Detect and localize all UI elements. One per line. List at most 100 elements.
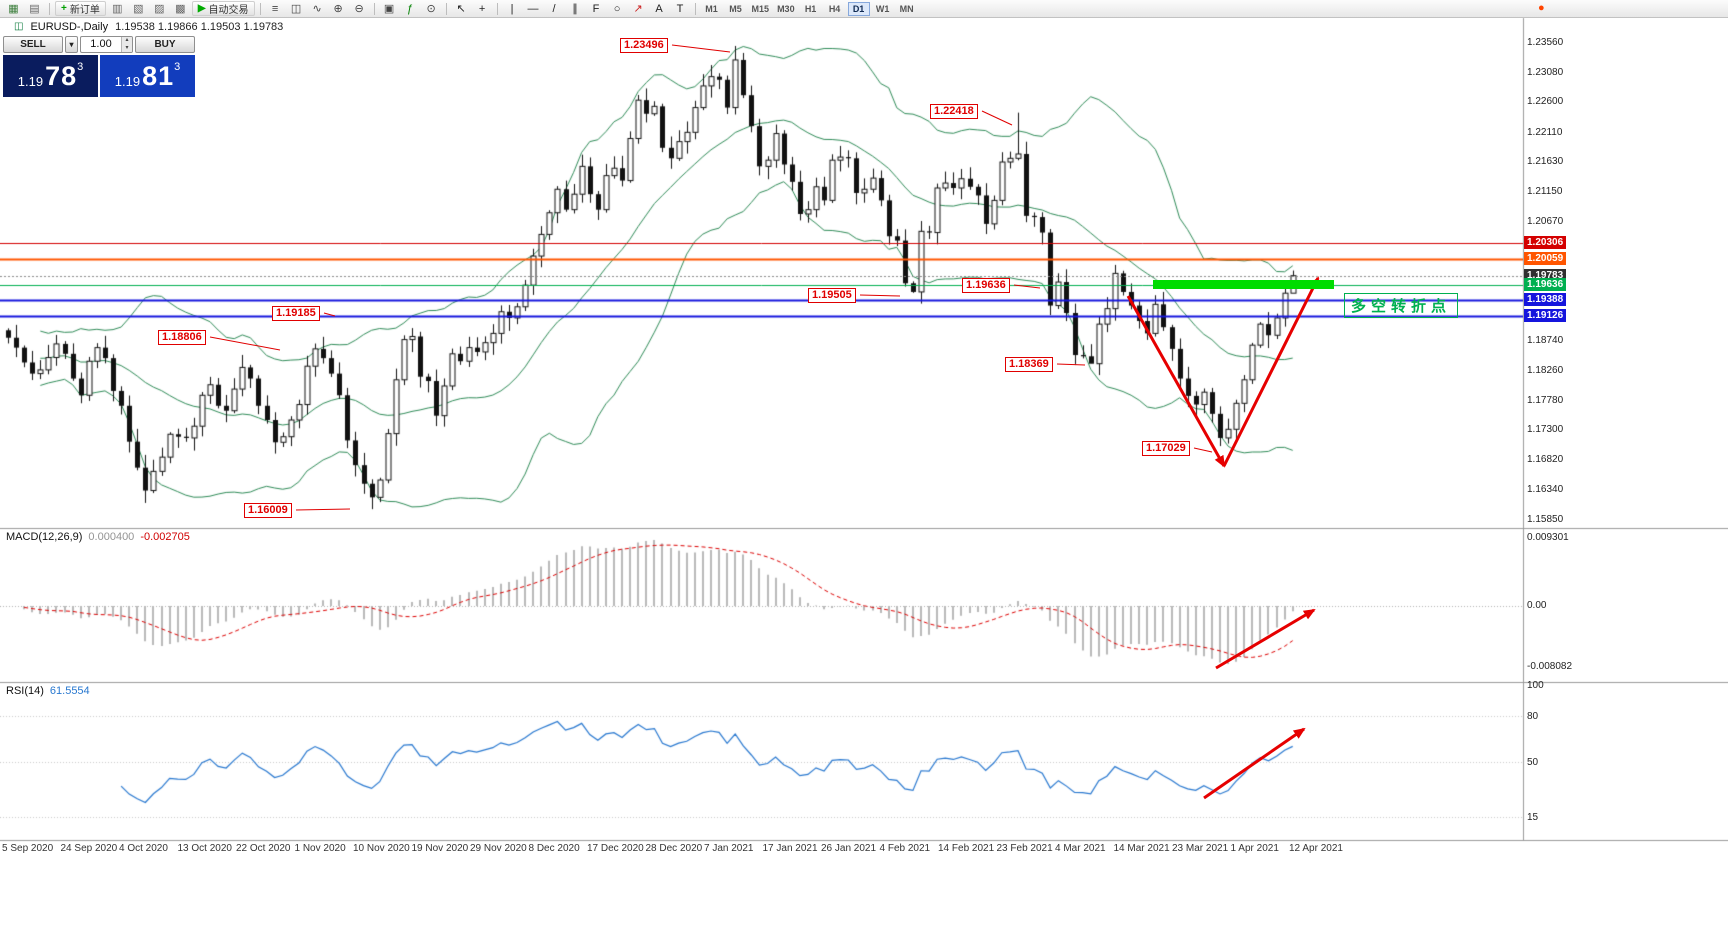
buy-price-tile[interactable]: 1.19 81 3 <box>100 55 195 97</box>
new-chart-icon[interactable]: ▦ <box>8 2 19 15</box>
volume-down-icon[interactable]: ▾ <box>122 44 132 52</box>
date-axis-label: 22 Oct 2020 <box>236 843 291 854</box>
volume-field[interactable]: 1.00 ▴ ▾ <box>80 36 133 53</box>
sell-price-point: 3 <box>77 61 84 73</box>
support-zone-highlight-bar[interactable] <box>1153 280 1334 289</box>
profiles-icon[interactable]: ▤ <box>29 2 40 15</box>
vertical-line-icon[interactable]: | <box>510 2 514 15</box>
price-annotation[interactable]: 1.19505 <box>808 288 856 303</box>
price-axis-label: 1.20670 <box>1527 215 1564 227</box>
tf-m30[interactable]: M30 <box>777 3 795 14</box>
price-annotation[interactable]: 1.17029 <box>1142 441 1190 456</box>
new-order-button[interactable]: + 新订单 <box>55 1 106 16</box>
date-axis-label: 4 Mar 2021 <box>1055 843 1106 854</box>
macd-scale-label: 0.009301 <box>1527 532 1569 543</box>
line-chart-icon[interactable]: ∿ <box>312 2 322 15</box>
tf-m5[interactable]: M5 <box>729 3 742 14</box>
rsi-scale-label: 15 <box>1527 811 1539 823</box>
price-axis-label: 1.23560 <box>1527 37 1564 48</box>
date-axis-label: 23 Feb 2021 <box>996 843 1053 854</box>
chart-symbol-label: EURUSD-,Daily <box>30 21 109 33</box>
tf-w1[interactable]: W1 <box>875 3 890 14</box>
tf-d1[interactable]: D1 <box>847 1 870 16</box>
autotrade-button[interactable]: ▶ 自动交易 <box>191 1 255 16</box>
toolbar-separator <box>496 2 498 15</box>
macd-header: MACD(12,26,9) 0.000400 -0.002705 <box>6 531 190 543</box>
volume-spinner[interactable]: ▴ ▾ <box>121 37 132 52</box>
sell-button[interactable]: SELL <box>3 36 63 53</box>
crosshair-icon[interactable]: + <box>478 2 486 15</box>
price-axis-badge: 1.20306 <box>1524 236 1567 250</box>
market-watch-icon[interactable]: ▥ <box>112 2 123 15</box>
macd-scale-label: -0.008082 <box>1527 661 1573 672</box>
channel-icon[interactable]: ∥ <box>572 2 578 15</box>
price-annotation[interactable]: 1.18369 <box>1005 357 1053 372</box>
horizontal-line-icon[interactable]: — <box>527 2 539 15</box>
price-annotation[interactable]: 1.22418 <box>930 104 978 119</box>
text-icon[interactable]: A <box>655 2 663 15</box>
symbol-chart-icon: ◫ <box>14 21 24 32</box>
toolbar-separator <box>694 2 696 15</box>
price-axis-label: 1.22600 <box>1527 96 1564 108</box>
price-axis-label: 1.21150 <box>1527 186 1563 198</box>
cursor-icon[interactable]: ↖ <box>456 2 466 15</box>
tf-h1[interactable]: H1 <box>804 3 817 14</box>
price-annotation[interactable]: 1.23496 <box>620 38 668 53</box>
shapes-icon[interactable]: ○ <box>613 2 621 15</box>
price-axis-badge: 1.20059 <box>1524 251 1567 265</box>
data-window-icon[interactable]: ▧ <box>133 2 144 15</box>
arrows-icon[interactable]: ↗ <box>633 2 643 15</box>
date-axis-label: 26 Jan 2021 <box>821 843 877 854</box>
buy-price-base: 1.19 <box>114 74 141 89</box>
chart-header: ◫ EURUSD-,Daily 1.19538 1.19866 1.19503 … <box>14 21 283 33</box>
ohlc-bars-icon[interactable]: ≡ <box>271 2 279 15</box>
rsi-scale-label: 80 <box>1527 710 1539 722</box>
sell-price-tile[interactable]: 1.19 78 3 <box>3 55 98 97</box>
buy-button[interactable]: BUY <box>135 36 195 53</box>
navigator-icon[interactable]: ▨ <box>154 2 165 15</box>
turning-point-label[interactable]: 多空转折点 <box>1344 293 1459 318</box>
price-axis-label: 1.15850 <box>1527 514 1564 525</box>
period-icon[interactable]: ⊙ <box>426 2 436 15</box>
zoom-in-icon[interactable]: ⊕ <box>333 2 343 15</box>
toolbar-separator <box>49 2 50 15</box>
price-axis-label: 1.18260 <box>1527 364 1564 376</box>
tf-mn[interactable]: MN <box>899 3 914 14</box>
rsi-scale-label: 50 <box>1527 757 1539 769</box>
zoom-out-icon[interactable]: ⊖ <box>354 2 364 15</box>
price-annotation[interactable]: 1.19636 <box>962 278 1010 293</box>
tf-m1[interactable]: M1 <box>705 3 718 14</box>
volume-up-icon[interactable]: ▴ <box>122 37 132 45</box>
price-annotation[interactable]: 1.18806 <box>158 330 206 345</box>
price-annotation[interactable]: 1.16009 <box>244 503 292 518</box>
buy-price-point: 3 <box>174 61 181 73</box>
date-axis-label: 13 Oct 2020 <box>177 843 232 854</box>
autotrade-button-icon: ▶ <box>197 3 206 14</box>
sell-price-base: 1.19 <box>17 74 44 89</box>
trade-dropdown-button[interactable]: ▾ <box>65 36 78 53</box>
rsi-header: RSI(14) 61.5554 <box>6 685 90 697</box>
indicators-icon[interactable]: ƒ <box>406 2 414 15</box>
macd-signal-value: -0.002705 <box>140 531 190 543</box>
date-axis-label: 1 Apr 2021 <box>1230 843 1279 854</box>
tf-m15[interactable]: M15 <box>751 3 770 14</box>
tile-windows-icon[interactable]: ▣ <box>383 2 395 15</box>
fibonacci-icon[interactable]: F <box>592 2 600 15</box>
trendline-icon[interactable]: / <box>552 2 556 15</box>
volume-value: 1.00 <box>90 38 112 50</box>
date-axis-label: 7 Jan 2021 <box>704 843 754 854</box>
text-label-icon[interactable]: T <box>676 2 684 15</box>
toolbar-separator <box>259 2 261 15</box>
tf-h4[interactable]: H4 <box>828 3 841 14</box>
date-axis-label: 10 Nov 2020 <box>353 843 410 854</box>
candlestick-icon[interactable]: ◫ <box>290 2 302 15</box>
alert-icon[interactable]: ● <box>1538 2 1545 14</box>
terminal-icon[interactable]: ▩ <box>175 2 186 15</box>
price-annotation[interactable]: 1.19185 <box>272 306 320 321</box>
price-axis-label: 1.22110 <box>1527 126 1563 138</box>
date-axis-label: 17 Dec 2020 <box>587 843 644 854</box>
macd-title: MACD(12,26,9) <box>6 531 83 543</box>
price-axis-badge: 1.19388 <box>1524 293 1567 307</box>
